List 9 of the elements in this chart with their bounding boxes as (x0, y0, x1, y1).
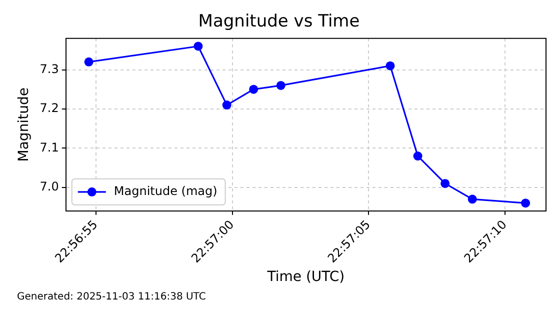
chart-title: Magnitude vs Time (198, 12, 360, 32)
y-axis-title: Magnitude (16, 88, 32, 162)
y-tick-label: 7.0 (40, 180, 59, 194)
y-tick-label: 7.3 (40, 62, 59, 76)
y-tick-label: 7.1 (40, 140, 59, 154)
text: Generated: 2025-11-03 11:16:38 UTC (17, 292, 206, 303)
x-axis-title: Time (UTC) (266, 269, 345, 286)
legend-label: Magnitude (mag) (114, 184, 218, 198)
y-tick-label: 7.2 (40, 101, 59, 116)
